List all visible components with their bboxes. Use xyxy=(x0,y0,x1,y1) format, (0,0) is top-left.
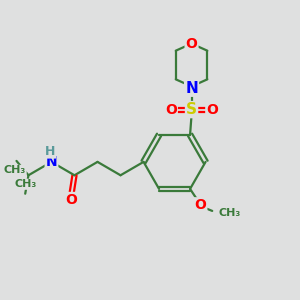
Text: O: O xyxy=(65,193,77,207)
Text: O: O xyxy=(186,37,197,51)
Text: S: S xyxy=(186,102,197,117)
Text: N: N xyxy=(46,155,57,169)
Text: CH₃: CH₃ xyxy=(4,165,26,176)
Text: O: O xyxy=(206,103,218,117)
Text: CH₃: CH₃ xyxy=(14,179,36,189)
Text: O: O xyxy=(165,103,177,117)
Text: N: N xyxy=(185,81,198,96)
Text: H: H xyxy=(45,145,56,158)
Text: CH₃: CH₃ xyxy=(218,208,240,218)
Text: O: O xyxy=(194,198,206,212)
